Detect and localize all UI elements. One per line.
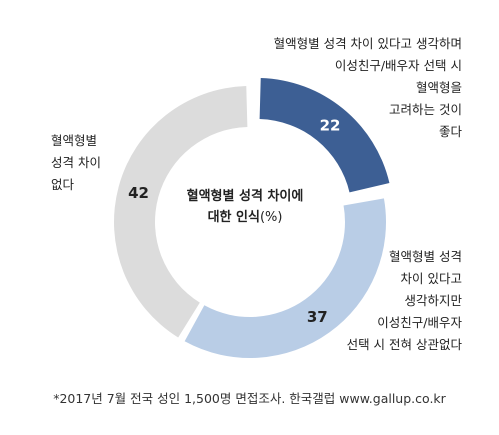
- center-title-line1: 혈액형별 성격 차이에: [186, 189, 304, 204]
- slice-label-consider-blood-type: 혈액형별 성격 차이 있다고 생각하며 이성친구/배우자 선택 시 혈액형을 고…: [273, 36, 462, 139]
- slice-value-0: 22: [320, 117, 341, 135]
- donut-slice-1: [184, 198, 386, 358]
- slice-label-no-matter-in-choice: 혈액형별 성격 차이 있다고 생각하지만 이성친구/배우자 선택 시 전혀 상관…: [346, 249, 462, 352]
- chart-center-title: 혈액형별 성격 차이에 대한 인식(%): [160, 186, 330, 228]
- slice-label-no-difference: 혈액형별 성격 차이 없다: [51, 133, 101, 192]
- center-title-line2: 대한 인식: [207, 210, 260, 225]
- footnote: *2017년 7월 전국 성인 1,500명 면접조사. 한국갤럽 www.ga…: [53, 391, 446, 406]
- slice-value-2: 42: [128, 184, 149, 202]
- center-title-unit: (%): [259, 210, 283, 225]
- donut-slice-0: [259, 78, 390, 193]
- donut-slice-2: [113, 86, 248, 338]
- slice-value-1: 37: [307, 308, 328, 326]
